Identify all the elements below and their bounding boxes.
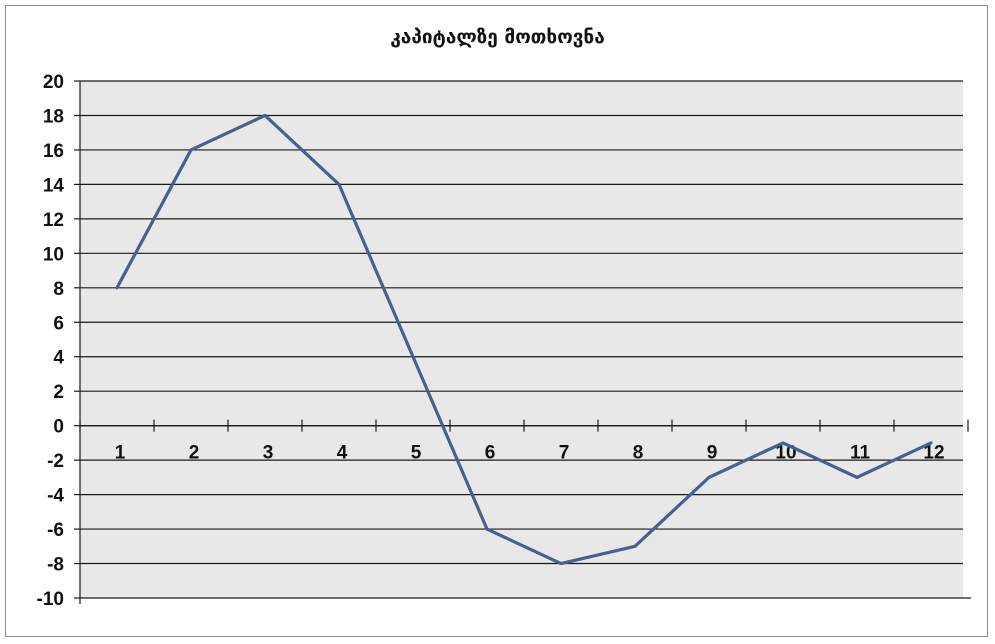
y-tick-label: 8: [53, 279, 64, 300]
y-tick-label: -10: [37, 589, 64, 610]
y-tick-label: 0: [53, 417, 64, 438]
x-tick-label: 1: [115, 443, 126, 464]
x-tick-label: 2: [189, 443, 200, 464]
y-tick-label: 10: [43, 244, 64, 265]
series-line: [115, 113, 933, 566]
x-tick-label: 8: [633, 443, 644, 464]
x-tick-label: 11: [850, 443, 871, 464]
y-tick-label: 2: [53, 382, 64, 403]
series-group: [115, 113, 933, 566]
y-tick-label: 6: [53, 313, 64, 334]
x-tick-label: 12: [923, 443, 944, 464]
y-tick-label: 16: [43, 141, 64, 162]
y-tick-label: 20: [43, 72, 64, 93]
plot-area: [80, 81, 963, 598]
y-tick-label: -8: [47, 555, 64, 576]
y-tick-label: -2: [47, 451, 64, 472]
y-tick-label: 4: [53, 348, 64, 369]
y-tick-label: -4: [47, 486, 64, 507]
chart-title: კაპიტალზე მოთხოვნა: [390, 26, 605, 48]
x-tick-label: 5: [411, 443, 422, 464]
y-tick-label: 18: [43, 106, 64, 127]
y-tick-label: -6: [47, 520, 64, 541]
y-tick-label: 12: [43, 210, 64, 231]
x-tick-label: 7: [559, 443, 570, 464]
x-tick-label: 4: [337, 443, 348, 464]
x-tick-label: 9: [707, 443, 718, 464]
x-tick-label: 3: [263, 443, 274, 464]
x-tick-label: 6: [485, 443, 496, 464]
y-tick-label: 14: [43, 175, 65, 196]
